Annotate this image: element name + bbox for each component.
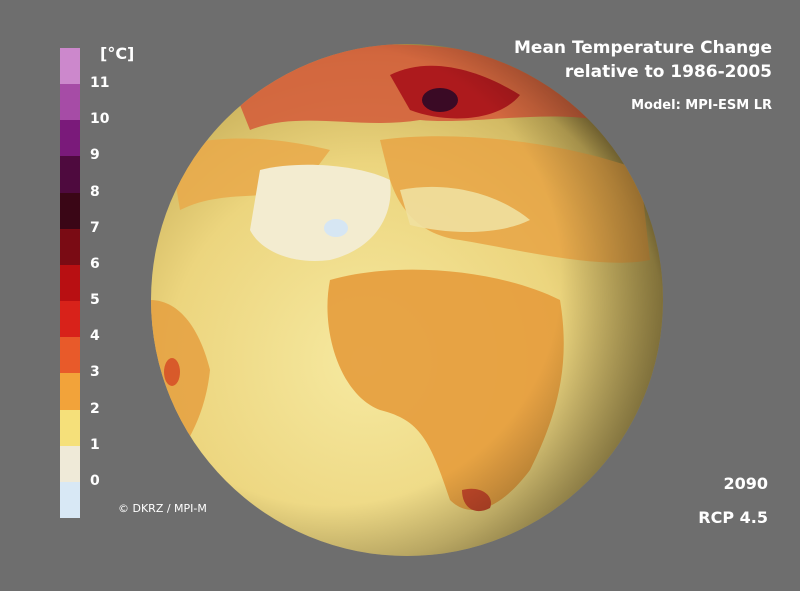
legend-tick-label: 11 [90,75,110,92]
legend-tick-label: 0 [90,472,100,489]
legend-swatch [60,409,80,447]
title-line-2: relative to 1986-2005 [564,62,772,82]
legend-tick-label: 8 [90,183,100,200]
legend-swatch [60,228,80,266]
legend-tick-label: 5 [90,292,100,309]
year-label: 2090 [723,474,768,493]
legend-tick-label: 1 [90,436,100,453]
globe-shading [151,44,663,556]
legend-tick-label: 7 [90,219,100,236]
model-label: Model: MPI-ESM LR [631,98,772,113]
color-legend [60,48,82,519]
legend-swatch [60,48,80,85]
legend-swatch [60,84,80,121]
legend-tick-label: 4 [90,328,100,345]
legend-swatch [60,264,80,302]
legend-swatch [60,120,80,157]
legend-swatch [60,192,80,230]
legend-swatch [60,373,80,411]
legend-swatch [60,156,80,194]
legend-swatch [60,481,80,519]
legend-tick-label: 9 [90,147,100,164]
credit-text: © DKRZ / MPI-M [118,502,207,515]
legend-unit: [°C] [100,44,135,63]
legend-tick-label: 3 [90,364,100,381]
scenario-label: RCP 4.5 [698,508,768,527]
title-block: Mean Temperature Change relative to 1986… [514,36,772,113]
title-line-1: Mean Temperature Change [514,38,772,58]
legend-swatch [60,337,80,374]
legend-tick-label: 6 [90,255,100,272]
legend-tick-label: 2 [90,400,100,417]
legend-swatch [60,445,80,483]
legend-swatch [60,301,80,338]
legend-tick-label: 10 [90,111,110,128]
